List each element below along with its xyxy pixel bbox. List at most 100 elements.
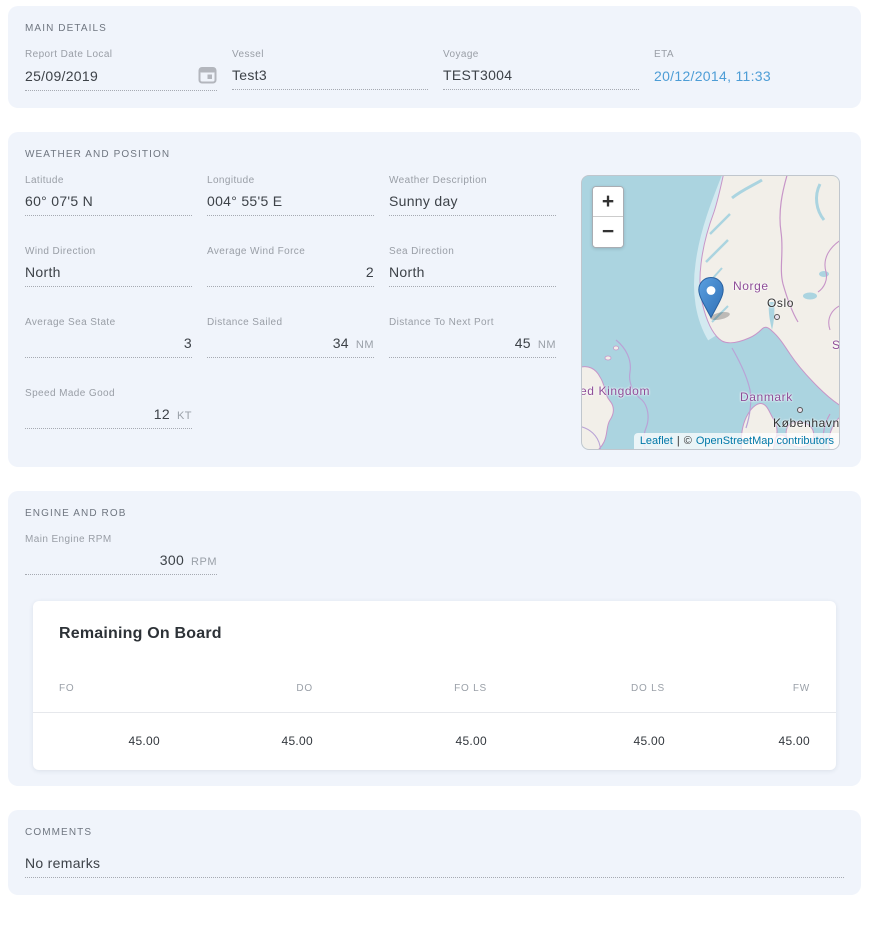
rob-column-header: FO — [59, 683, 75, 694]
rob-cell-do: 45.00 — [281, 734, 313, 748]
distance-sailed-value: 34 — [332, 335, 349, 351]
map-zoom-control: + − — [592, 186, 624, 248]
comments-card: COMMENTS No remarks — [8, 810, 861, 895]
latitude-field: Latitude 60° 07'5 N — [25, 175, 192, 216]
average-sea-state-value: 3 — [183, 335, 192, 351]
weather-description-value: Sunny day — [389, 193, 458, 209]
map-label-norway: Norge — [733, 279, 769, 293]
main-details-grid: Report Date Local 25/09/2019 Vessel Test… — [25, 49, 844, 91]
eta-label: ETA — [654, 49, 674, 60]
distance-sailed-label: Distance Sailed — [207, 317, 283, 328]
average-wind-force-label: Average Wind Force — [207, 246, 306, 257]
attribution-divider: | — [676, 435, 680, 447]
calendar-icon[interactable] — [198, 65, 217, 84]
eta-value: 20/12/2014, 11:33 — [654, 68, 771, 84]
eta-readout: 20/12/2014, 11:33 — [654, 65, 844, 90]
rob-table-values-row: 45.00 45.00 45.00 45.00 45.00 — [59, 713, 810, 770]
weather-body: Latitude 60° 07'5 N Longitude 004° 55'5 … — [25, 175, 844, 450]
wind-direction-field: Wind Direction North — [25, 246, 192, 287]
sea-direction-field: Sea Direction North — [389, 246, 556, 287]
weather-description-field: Weather Description Sunny day — [389, 175, 556, 216]
speed-made-good-input[interactable]: 12 KT — [25, 404, 192, 429]
rob-column-header: DO LS — [630, 683, 665, 694]
wind-direction-input[interactable]: North — [25, 262, 192, 287]
attribution-copyright: © — [683, 435, 692, 447]
weather-description-label: Weather Description — [389, 175, 488, 186]
main-engine-rpm-input[interactable]: 300 RPM — [25, 550, 217, 575]
sea-direction-value: North — [389, 264, 425, 280]
copenhagen-city-marker-icon — [797, 407, 803, 413]
sea-direction-input[interactable]: North — [389, 262, 556, 287]
main-details-title: MAIN DETAILS — [25, 23, 107, 34]
rob-cell-fo-ls: 45.00 — [455, 734, 487, 748]
speed-made-good-field: Speed Made Good 12 KT — [25, 388, 192, 429]
comments-input[interactable]: No remarks — [25, 853, 844, 878]
map-attribution: Leaflet | © OpenStreetMap contributors — [633, 433, 839, 449]
distance-to-next-port-input[interactable]: 45 NM — [389, 333, 556, 358]
voyage-value: TEST3004 — [443, 67, 513, 83]
longitude-label: Longitude — [207, 175, 255, 186]
openstreetmap-link[interactable]: OpenStreetMap contributors — [695, 435, 834, 447]
report-date-value: 25/09/2019 — [25, 68, 99, 84]
rob-column-header: DO — [296, 683, 313, 694]
rob-column-header: FW — [792, 683, 810, 694]
vessel-label: Vessel — [232, 49, 264, 60]
map-label-oslo: Oslo — [767, 296, 795, 310]
map-tiles[interactable] — [582, 176, 840, 450]
eta-field: ETA 20/12/2014, 11:33 — [654, 49, 844, 91]
remaining-on-board-card: Remaining On Board FO DO FO LS DO LS FW … — [33, 601, 836, 770]
rob-column-header: FO LS — [454, 683, 487, 694]
rob-cell-fw: 45.00 — [778, 734, 810, 748]
sea-direction-label: Sea Direction — [389, 246, 455, 257]
position-map[interactable]: Norge Oslo Danmark København ed Kingdom … — [581, 175, 840, 450]
vessel-position-marker-icon[interactable] — [698, 277, 738, 322]
distance-sailed-input[interactable]: 34 NM — [207, 333, 374, 358]
weather-position-card: WEATHER AND POSITION Latitude 60° 07'5 N… — [8, 132, 861, 467]
map-zoom-in-button[interactable]: + — [593, 187, 623, 217]
speed-made-good-label: Speed Made Good — [25, 388, 115, 399]
distance-to-next-port-value: 45 — [514, 335, 531, 351]
average-wind-force-input[interactable]: 2 — [207, 262, 374, 287]
map-label-copenhagen: København — [773, 416, 840, 430]
weather-description-input[interactable]: Sunny day — [389, 191, 556, 216]
latitude-value: 60° 07'5 N — [25, 193, 94, 209]
report-date-label: Report Date Local — [25, 49, 113, 60]
rob-cell-do-ls: 45.00 — [633, 734, 665, 748]
map-label-denmark: Danmark — [740, 390, 793, 404]
engine-rob-card: ENGINE AND ROB Main Engine RPM 300 RPM R… — [8, 491, 861, 786]
vessel-input[interactable]: Test3 — [232, 65, 428, 90]
voyage-report-page: MAIN DETAILS Report Date Local 25/09/201… — [8, 6, 861, 895]
weather-position-title: WEATHER AND POSITION — [25, 149, 171, 160]
latitude-label: Latitude — [25, 175, 64, 186]
map-label-sweden: S — [832, 338, 840, 352]
distance-to-next-port-field: Distance To Next Port 45 NM — [389, 317, 556, 358]
main-engine-rpm-field: Main Engine RPM 300 RPM — [25, 534, 217, 575]
latitude-input[interactable]: 60° 07'5 N — [25, 191, 192, 216]
comments-title: COMMENTS — [25, 827, 93, 838]
main-engine-rpm-value: 300 — [159, 552, 185, 568]
comments-value: No remarks — [25, 855, 101, 871]
report-date-field: Report Date Local 25/09/2019 — [25, 49, 217, 91]
average-sea-state-input[interactable]: 3 — [25, 333, 192, 358]
main-engine-rpm-label: Main Engine RPM — [25, 534, 112, 545]
comments-field: No remarks — [25, 853, 844, 878]
longitude-value: 004° 55'5 E — [207, 193, 283, 209]
distance-to-next-port-label: Distance To Next Port — [389, 317, 494, 328]
voyage-label: Voyage — [443, 49, 479, 60]
main-details-card: MAIN DETAILS Report Date Local 25/09/201… — [8, 6, 861, 108]
report-date-input[interactable]: 25/09/2019 — [25, 65, 217, 91]
main-engine-rpm-unit: RPM — [191, 556, 217, 568]
map-label-united-kingdom: ed Kingdom — [581, 384, 651, 398]
average-wind-force-field: Average Wind Force 2 — [207, 246, 374, 287]
longitude-field: Longitude 004° 55'5 E — [207, 175, 374, 216]
vessel-field: Vessel Test3 — [232, 49, 428, 91]
remaining-on-board-title: Remaining On Board — [59, 625, 222, 642]
leaflet-link[interactable]: Leaflet — [639, 435, 673, 447]
longitude-input[interactable]: 004° 55'5 E — [207, 191, 374, 216]
weather-fields-grid: Latitude 60° 07'5 N Longitude 004° 55'5 … — [25, 175, 556, 429]
speed-made-good-unit: KT — [176, 410, 192, 422]
voyage-input[interactable]: TEST3004 — [443, 65, 639, 90]
rob-table-divider — [33, 712, 836, 713]
average-sea-state-field: Average Sea State 3 — [25, 317, 192, 358]
map-zoom-out-button[interactable]: − — [593, 217, 623, 247]
